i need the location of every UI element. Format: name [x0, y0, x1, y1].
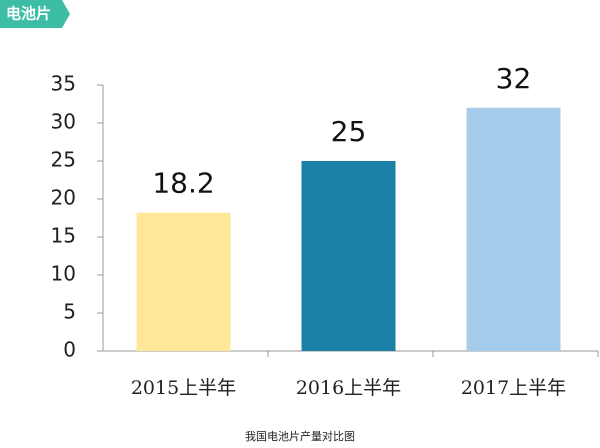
x-tick-label: 2016上半年: [296, 377, 401, 399]
x-tick-label: 2015上半年: [131, 377, 236, 399]
tag-badge: [0, 0, 70, 28]
tag-text: 电池片: [6, 5, 51, 23]
y-tick-label: 35: [51, 72, 76, 96]
value-label: 32: [496, 62, 532, 95]
bar: [301, 161, 396, 351]
caption: 我国电池片产量对比图: [245, 429, 355, 443]
y-tick-label: 10: [51, 262, 76, 286]
value-label: 18.2: [152, 167, 214, 200]
bar: [466, 107, 561, 351]
value-label: 25: [331, 115, 367, 148]
y-tick-label: 0: [63, 338, 76, 362]
y-tick-label: 15: [51, 224, 76, 248]
bar: [136, 212, 231, 351]
x-tick-label: 2017上半年: [461, 377, 566, 399]
y-tick-label: 30: [51, 110, 76, 134]
y-tick-label: 5: [63, 300, 76, 324]
y-tick-label: 25: [51, 148, 76, 172]
y-tick-label: 20: [51, 186, 76, 210]
